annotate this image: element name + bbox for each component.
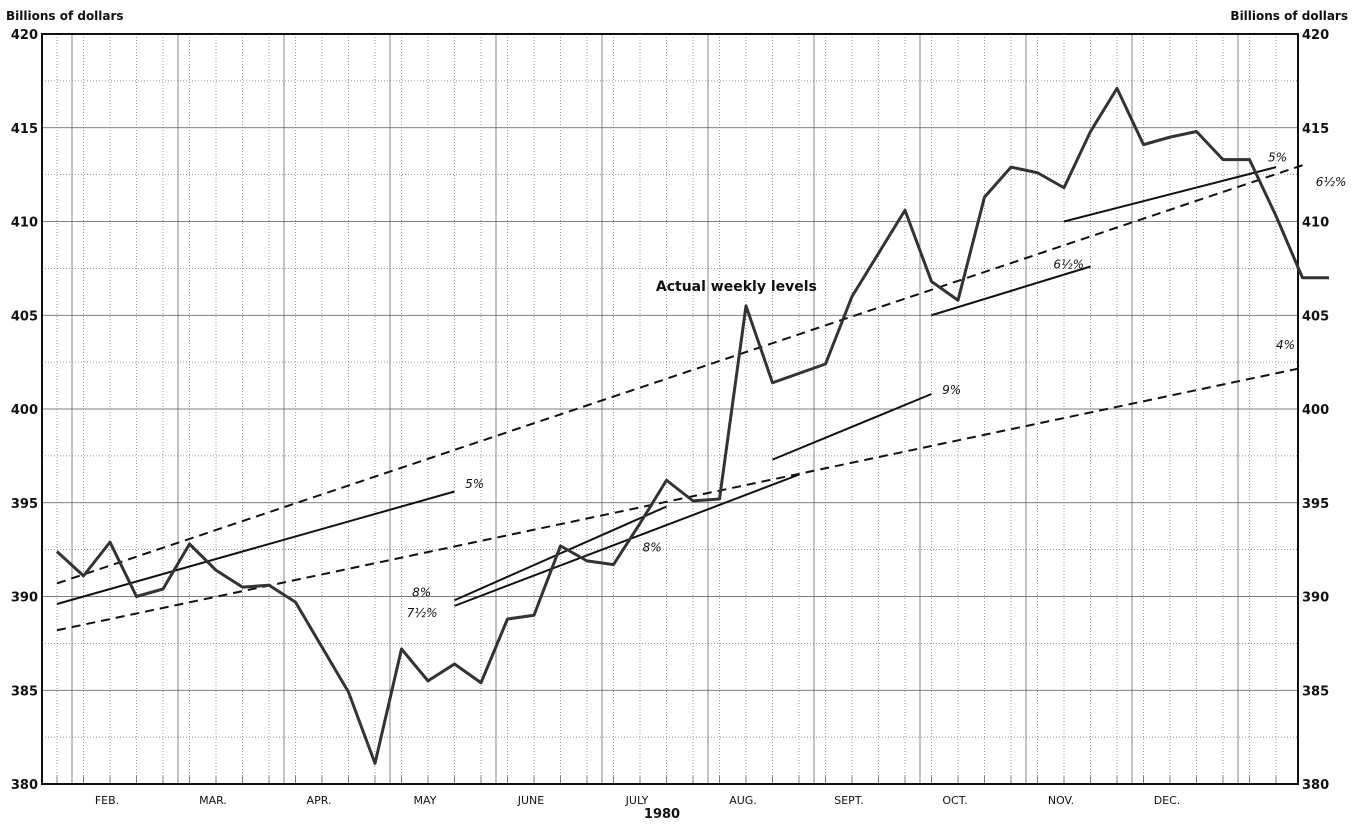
month-label: JULY bbox=[625, 794, 649, 807]
target-lines bbox=[57, 165, 1303, 630]
growth-rate-label: 6½% bbox=[1053, 257, 1084, 271]
grid bbox=[42, 34, 1298, 784]
growth-rate-label: 6½% bbox=[1316, 175, 1347, 189]
y-tick-labels: 380 380 385 385 390 390 395 395 400 400 405 405 410 4… bbox=[11, 28, 1329, 793]
growth-rate-label: 8% bbox=[412, 586, 431, 600]
y-axis-title-right: Billions of dollars bbox=[1230, 9, 1348, 23]
y-tick-label-left: 380 bbox=[11, 778, 38, 793]
y-tick-label-left: 405 bbox=[11, 309, 38, 324]
month-label: NOV. bbox=[1048, 794, 1074, 807]
y-tick-label-left: 390 bbox=[11, 591, 38, 606]
target-line-dashed bbox=[57, 368, 1303, 631]
growth-rate-label: 5% bbox=[465, 477, 484, 491]
y-tick-label-right: 410 bbox=[1302, 216, 1329, 231]
y-tick-label-right: 415 bbox=[1302, 122, 1329, 137]
month-label: MAR. bbox=[199, 794, 227, 807]
y-axis-title-left: Billions of dollars bbox=[6, 9, 124, 23]
target-line-solid bbox=[455, 475, 800, 606]
y-tick-label-right: 385 bbox=[1302, 684, 1329, 699]
month-label: SEPT. bbox=[834, 794, 863, 807]
y-tick-label-left: 385 bbox=[11, 684, 38, 699]
y-tick-label-right: 420 bbox=[1302, 28, 1329, 43]
y-tick-label-left: 395 bbox=[11, 497, 38, 512]
growth-rate-label: 7½% bbox=[407, 606, 438, 620]
growth-rate-label: 4% bbox=[1276, 338, 1295, 352]
month-labels: FEB. MAR. APR. MAY JUNE JULY AUG. SEPT. OCT. NOV.… bbox=[95, 794, 1180, 807]
month-label: DEC. bbox=[1154, 794, 1181, 807]
y-tick-label-right: 395 bbox=[1302, 497, 1329, 512]
month-label: AUG. bbox=[729, 794, 757, 807]
month-label: FEB. bbox=[95, 794, 119, 807]
y-tick-label-left: 400 bbox=[11, 403, 38, 418]
month-label: MAY bbox=[414, 794, 437, 807]
y-tick-label-right: 400 bbox=[1302, 403, 1329, 418]
month-label: OCT. bbox=[942, 794, 967, 807]
month-label: JUNE bbox=[517, 794, 545, 807]
series-label: Actual weekly levels bbox=[656, 279, 817, 295]
month-label: APR. bbox=[307, 794, 332, 807]
actual-weekly-levels-line bbox=[57, 88, 1329, 763]
y-tick-label-left: 420 bbox=[11, 28, 38, 43]
series bbox=[57, 88, 1329, 763]
growth-rate-label: 8% bbox=[643, 541, 662, 555]
y-tick-label-left: 410 bbox=[11, 216, 38, 231]
y-tick-label-right: 390 bbox=[1302, 591, 1329, 606]
growth-rate-label: 9% bbox=[942, 383, 961, 397]
growth-rate-label: 5% bbox=[1268, 151, 1287, 165]
y-tick-label-right: 405 bbox=[1302, 309, 1329, 324]
y-tick-label-left: 415 bbox=[11, 122, 38, 137]
y-tick-label-right: 380 bbox=[1302, 778, 1329, 793]
x-axis-title: 1980 bbox=[644, 807, 680, 822]
